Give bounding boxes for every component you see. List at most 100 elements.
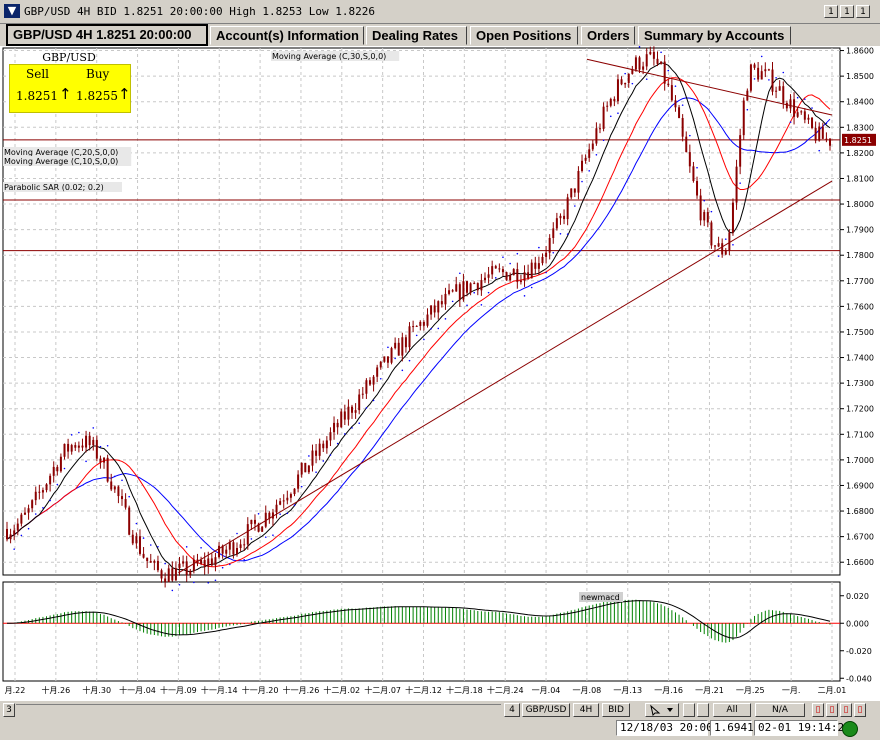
candle-body	[297, 474, 300, 489]
candle-body	[124, 499, 127, 508]
candle-body	[634, 57, 637, 70]
sar-dot	[142, 537, 145, 539]
range-na-button[interactable]: N/A	[755, 703, 805, 717]
cursor-tool-button[interactable]	[645, 703, 679, 717]
candle-body	[656, 58, 659, 64]
draw-icon[interactable]: ▯	[840, 703, 852, 717]
zoom-in-button[interactable]	[683, 703, 695, 717]
sar-dot	[63, 467, 66, 470]
chart-type-icon[interactable]: ▯	[812, 703, 824, 717]
tab-summary-by-accounts[interactable]: Summary by Accounts	[638, 26, 791, 45]
candle-body	[318, 443, 321, 456]
candle-body	[325, 440, 328, 449]
range-all-button[interactable]: All	[713, 703, 751, 717]
candle-body	[426, 314, 429, 326]
chart-area[interactable]: 1.8600 1.8500 1.8400 1.8300 1.8200 1.8100 1.80…	[0, 36, 880, 701]
candle-body	[778, 86, 781, 91]
candle-body	[257, 523, 260, 532]
candle-body	[775, 90, 778, 92]
zoom-out-button[interactable]	[697, 703, 709, 717]
candle-body	[458, 284, 461, 300]
sar-dot	[408, 359, 411, 362]
sar-dot	[308, 455, 310, 457]
price-tick-label: 1.7200	[846, 405, 874, 414]
scroll-left-button[interactable]: 3	[3, 703, 15, 717]
sell-price[interactable]: 1.8251	[16, 89, 58, 103]
sar-dot	[523, 295, 526, 297]
candle-body	[289, 494, 292, 498]
sar-dot	[135, 522, 138, 525]
candle-body	[598, 128, 601, 130]
candle-body	[829, 138, 831, 146]
candle-body	[678, 107, 681, 119]
candle-body	[88, 435, 91, 446]
candle-body	[642, 66, 645, 70]
tab-dealing-rates[interactable]: Dealing Rates	[366, 26, 467, 45]
horizontal-scrollbar[interactable]	[16, 704, 501, 717]
sar-dot	[581, 180, 583, 183]
tab-accounts-information[interactable]: Account(s) Information	[210, 26, 364, 45]
indicator-icon[interactable]: ▯	[826, 703, 838, 717]
sar-dot	[207, 582, 210, 584]
candle-body	[397, 342, 400, 356]
candle-body	[174, 568, 177, 581]
price-tick-label: 1.8600	[846, 47, 874, 56]
candle-body	[545, 252, 548, 257]
candle-body	[304, 462, 307, 473]
candle-body	[41, 490, 44, 493]
sar-dot	[768, 79, 770, 81]
candle-body	[534, 262, 537, 269]
candle-body	[455, 284, 458, 292]
candle-body	[171, 568, 174, 581]
candle-body	[192, 559, 195, 571]
date-tick-label: 一月.16	[654, 686, 683, 695]
candle-body	[699, 195, 702, 221]
candle-body	[577, 170, 580, 193]
date-tick-label: 十一月.09	[160, 685, 197, 695]
restore-button[interactable]: 1	[840, 5, 854, 18]
candle-body	[620, 79, 623, 85]
candle-body	[67, 443, 70, 452]
sar-dot	[85, 460, 87, 463]
tab-chart[interactable]: GBP/USD 4H 1.8251 20:00:00	[6, 24, 208, 46]
candle-body	[796, 112, 799, 117]
candle-body	[419, 321, 422, 326]
macd-panel	[2, 581, 841, 682]
sar-dot	[595, 153, 598, 156]
buy-price[interactable]: 1.8255	[76, 89, 118, 103]
candle-body	[103, 457, 106, 463]
candle-body	[469, 283, 472, 293]
cursor-dropdown-icon	[650, 704, 673, 716]
candle-body	[473, 283, 476, 285]
close-button[interactable]: 1	[856, 5, 870, 18]
candle-body	[383, 356, 386, 362]
settings-icon[interactable]: ▯	[854, 703, 866, 717]
buy-label: Buy	[86, 67, 110, 81]
timeframe-button[interactable]: 4H	[573, 703, 599, 717]
quote-box[interactable]: Sell Buy 1.8251 ↑ 1.8255 ↑	[9, 64, 131, 113]
ma30-line	[6, 97, 831, 562]
candle-body	[721, 243, 724, 255]
sar-dot	[236, 532, 238, 535]
symbol-select-button[interactable]: GBP/USD	[522, 703, 570, 717]
candle-body	[803, 111, 806, 120]
sar-dot	[178, 583, 181, 586]
minimize-button[interactable]: 1	[824, 5, 838, 18]
indicator-label-bg	[3, 147, 132, 157]
tab-open-positions[interactable]: Open Positions	[470, 26, 578, 45]
candle-body	[106, 457, 109, 482]
price-type-button[interactable]: BID	[602, 703, 630, 717]
price-chart[interactable]: 1.8600 1.8500 1.8400 1.8300 1.8200 1.8100 1.80…	[0, 36, 880, 701]
tab-orders[interactable]: Orders	[581, 26, 635, 45]
candle-body	[160, 570, 163, 579]
price-tick-label: 1.7900	[846, 226, 874, 235]
sar-dot	[703, 199, 706, 202]
candle-body	[322, 443, 325, 449]
candle-body	[117, 486, 120, 497]
candle-body	[225, 549, 228, 554]
price-tick-label: 1.8000	[846, 200, 874, 209]
sar-dot	[588, 170, 591, 172]
scroll-right-button[interactable]: 4	[504, 703, 520, 717]
date-tick-label: 一月.21	[695, 686, 724, 695]
candle-body	[530, 262, 533, 279]
